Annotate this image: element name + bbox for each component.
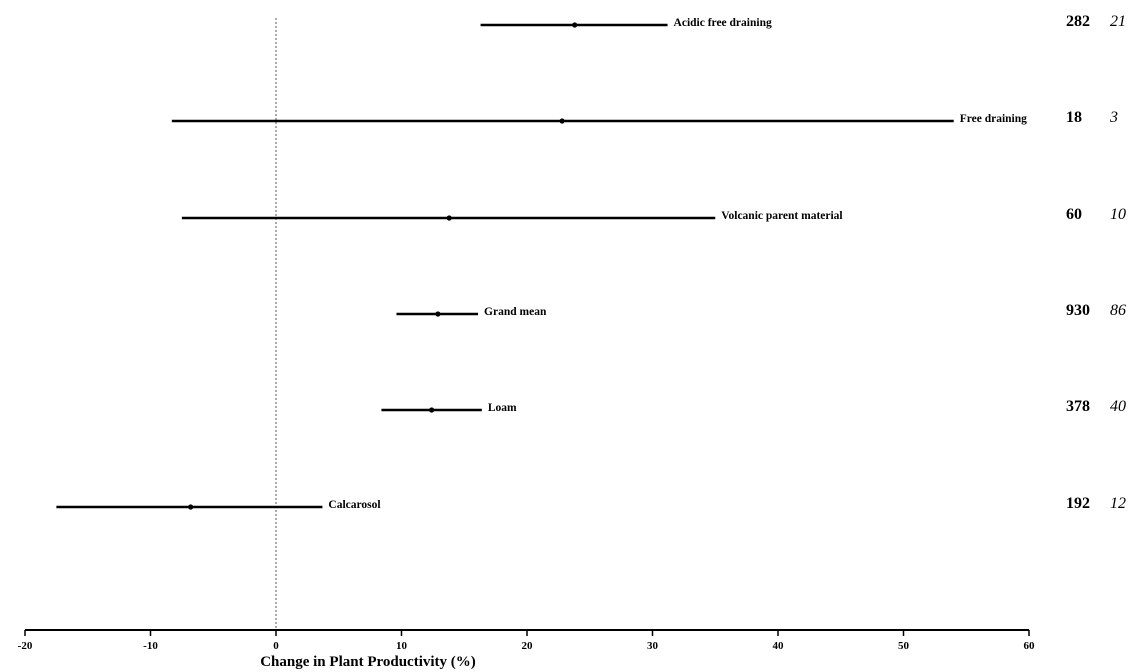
- observation-count: 60: [1066, 206, 1082, 223]
- x-tick-label: -20: [18, 640, 33, 652]
- estimate-rows: Acidic free draining 282 21 Free draining 18…: [56, 13, 1126, 512]
- row-label: Volcanic parent material: [721, 210, 842, 222]
- row-label: Acidic free draining: [674, 17, 772, 29]
- estimate-row: Grand mean 930 86: [396, 302, 1126, 319]
- study-count: 10: [1110, 206, 1126, 223]
- row-label: Free draining: [960, 113, 1027, 125]
- estimate-row: Calcarosol 192 12: [56, 495, 1126, 512]
- estimate-row: Loam 378 40: [381, 398, 1126, 415]
- estimate-row: Free draining 18 3: [171, 109, 1118, 126]
- observation-count: 378: [1066, 398, 1090, 415]
- study-count: 86: [1110, 302, 1126, 319]
- mean-point: [429, 407, 435, 413]
- x-tick-label: 20: [522, 640, 534, 652]
- row-label: Loam: [488, 402, 517, 414]
- mean-point: [435, 311, 441, 317]
- mean-point: [446, 215, 452, 221]
- mean-point: [559, 118, 565, 124]
- estimate-row: Volcanic parent material 60 10: [181, 206, 1126, 223]
- study-count: 3: [1109, 109, 1118, 126]
- mean-point: [572, 22, 578, 28]
- x-tick-label: 0: [273, 640, 279, 652]
- mean-point: [188, 504, 194, 510]
- observation-count: 930: [1066, 302, 1090, 319]
- estimate-row: Acidic free draining 282 21: [480, 13, 1126, 30]
- x-axis-title: Change in Plant Productivity (%): [260, 654, 476, 670]
- x-tick-label: 50: [898, 640, 910, 652]
- observation-count: 18: [1066, 109, 1082, 126]
- study-count: 12: [1110, 495, 1126, 512]
- study-count: 21: [1110, 13, 1126, 30]
- row-label: Calcarosol: [328, 499, 380, 511]
- row-label: Grand mean: [484, 306, 547, 318]
- x-axis-ticks: -20 -10 0 10 20 30 40 50 60: [18, 630, 1035, 652]
- x-tick-label: 10: [396, 640, 408, 652]
- observation-count: 192: [1066, 495, 1090, 512]
- x-tick-label: 60: [1024, 640, 1036, 652]
- study-count: 40: [1110, 398, 1126, 415]
- x-tick-label: 30: [647, 640, 659, 652]
- observation-count: 282: [1066, 13, 1090, 30]
- x-tick-label: 40: [773, 640, 785, 652]
- x-tick-label: -10: [143, 640, 158, 652]
